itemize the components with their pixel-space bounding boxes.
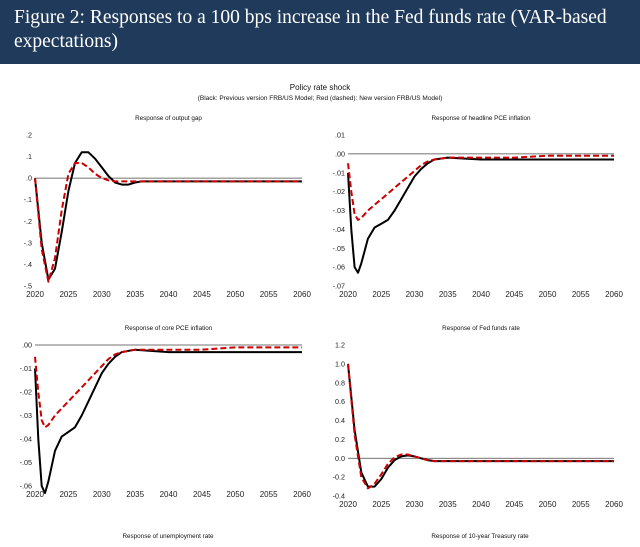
x-tick-label: 2055 [572, 500, 590, 509]
x-tick-label: 2025 [59, 490, 77, 499]
x-tick-label: 2020 [339, 500, 357, 509]
figure-body: Policy rate shock (Black: Previous versi… [0, 64, 640, 547]
x-tick-label: 2035 [126, 490, 144, 499]
series-new-line [34, 346, 302, 429]
y-tick-label: -.1 [24, 195, 32, 204]
charts-svg: Response of output gap .2 .1 .0 -.1 -.2 -.3 -.4… [20, 115, 624, 540]
series-previous-line [34, 151, 302, 281]
series-previous-line [34, 348, 302, 495]
y-tick-label: .00 [335, 149, 345, 158]
y-tick-label: .01 [335, 131, 345, 140]
x-tick-label: 2020 [26, 290, 44, 299]
x-tick-label: 2025 [372, 290, 390, 299]
x-tick-label: 2040 [160, 490, 178, 499]
series-new-line [347, 363, 614, 490]
x-tick-label: 2035 [439, 290, 457, 299]
panel-title: Response of headline PCE inflation [431, 115, 531, 122]
y-tick-label: 0.8 [335, 378, 345, 387]
x-tick-label: 2040 [160, 290, 178, 299]
y-tick-label: .0 [26, 174, 32, 183]
x-tick-label: 2060 [293, 490, 311, 499]
legend-note: (Black: Previous version FRB/US Model; R… [197, 95, 443, 102]
x-tick-label: 2020 [26, 490, 44, 499]
x-tick-label: 2045 [193, 290, 211, 299]
y-tick-label: -.4 [24, 260, 32, 269]
y-tick-label: -.5 [24, 282, 32, 291]
y-tick-label: -0.4 [333, 492, 345, 501]
series-new-line [347, 154, 614, 221]
x-tick-label: 2045 [505, 500, 523, 509]
figure-title: Figure 2: Responses to a 100 bps increas… [14, 7, 607, 52]
y-tick-label: -.06 [20, 482, 32, 491]
y-tick-label: 0.2 [335, 435, 345, 444]
figure-header: Figure 2: Responses to a 100 bps increas… [0, 0, 640, 64]
x-tick-label: 2040 [472, 290, 490, 299]
x-tick-label: 2035 [126, 290, 144, 299]
x-tick-label: 2060 [293, 290, 311, 299]
y-tick-label: -.05 [333, 244, 345, 253]
y-tick-label: -.01 [333, 168, 345, 177]
x-tick-label: 2060 [605, 500, 623, 509]
x-tick-label: 2055 [260, 490, 278, 499]
series-previous-line [347, 363, 614, 488]
panel-title: Response of 10-year Treasury rate [431, 533, 529, 540]
x-tick-label: 2035 [439, 500, 457, 509]
panel-title: Response of output gap [135, 115, 202, 122]
y-tick-label: 0.4 [335, 416, 345, 425]
y-tick-label: 1.0 [335, 359, 345, 368]
y-tick-label: -.04 [20, 435, 32, 444]
x-tick-label: 2030 [93, 290, 111, 299]
y-tick-label: -.2 [24, 217, 32, 226]
panel-title: Response of core PCE inflation [125, 325, 213, 332]
y-tick-label: -.04 [333, 225, 345, 234]
panel-title: Response of Fed funds rate [442, 325, 520, 332]
y-tick-label: -.03 [333, 206, 345, 215]
x-tick-label: 2020 [339, 290, 357, 299]
x-tick-label: 2050 [539, 290, 557, 299]
x-tick-label: 2030 [93, 490, 111, 499]
x-tick-label: 2060 [605, 290, 623, 299]
y-tick-label: 0.0 [335, 454, 345, 463]
y-tick-label: .00 [22, 341, 32, 350]
series-new-line [34, 162, 302, 283]
x-tick-label: 2030 [406, 290, 424, 299]
series-previous-line [347, 156, 614, 274]
y-tick-label: -0.2 [333, 473, 345, 482]
x-tick-label: 2055 [572, 290, 590, 299]
x-tick-label: 2045 [505, 290, 523, 299]
y-tick-label: -.07 [333, 282, 345, 291]
y-tick-label: -.03 [20, 411, 32, 420]
x-tick-label: 2050 [539, 500, 557, 509]
y-tick-label: .1 [26, 152, 32, 161]
x-tick-label: 2025 [59, 290, 77, 299]
y-tick-label: 1.2 [335, 341, 345, 350]
y-tick-label: -.02 [20, 388, 32, 397]
y-tick-label: 0.6 [335, 397, 345, 406]
x-tick-label: 2040 [472, 500, 490, 509]
x-tick-label: 2030 [406, 500, 424, 509]
y-tick-label: -.01 [20, 364, 32, 373]
y-tick-label: .2 [26, 131, 32, 140]
y-tick-label: -.3 [24, 238, 32, 247]
x-tick-label: 2050 [226, 490, 244, 499]
x-tick-label: 2050 [226, 290, 244, 299]
y-tick-label: -.06 [333, 263, 345, 272]
x-tick-label: 2025 [372, 500, 390, 509]
y-tick-label: -.02 [333, 187, 345, 196]
shock-title: Policy rate shock [289, 83, 351, 92]
x-tick-label: 2055 [260, 290, 278, 299]
x-tick-label: 2045 [193, 490, 211, 499]
y-tick-label: -.05 [20, 458, 32, 467]
panel-title: Response of unemployment rate [122, 533, 214, 540]
